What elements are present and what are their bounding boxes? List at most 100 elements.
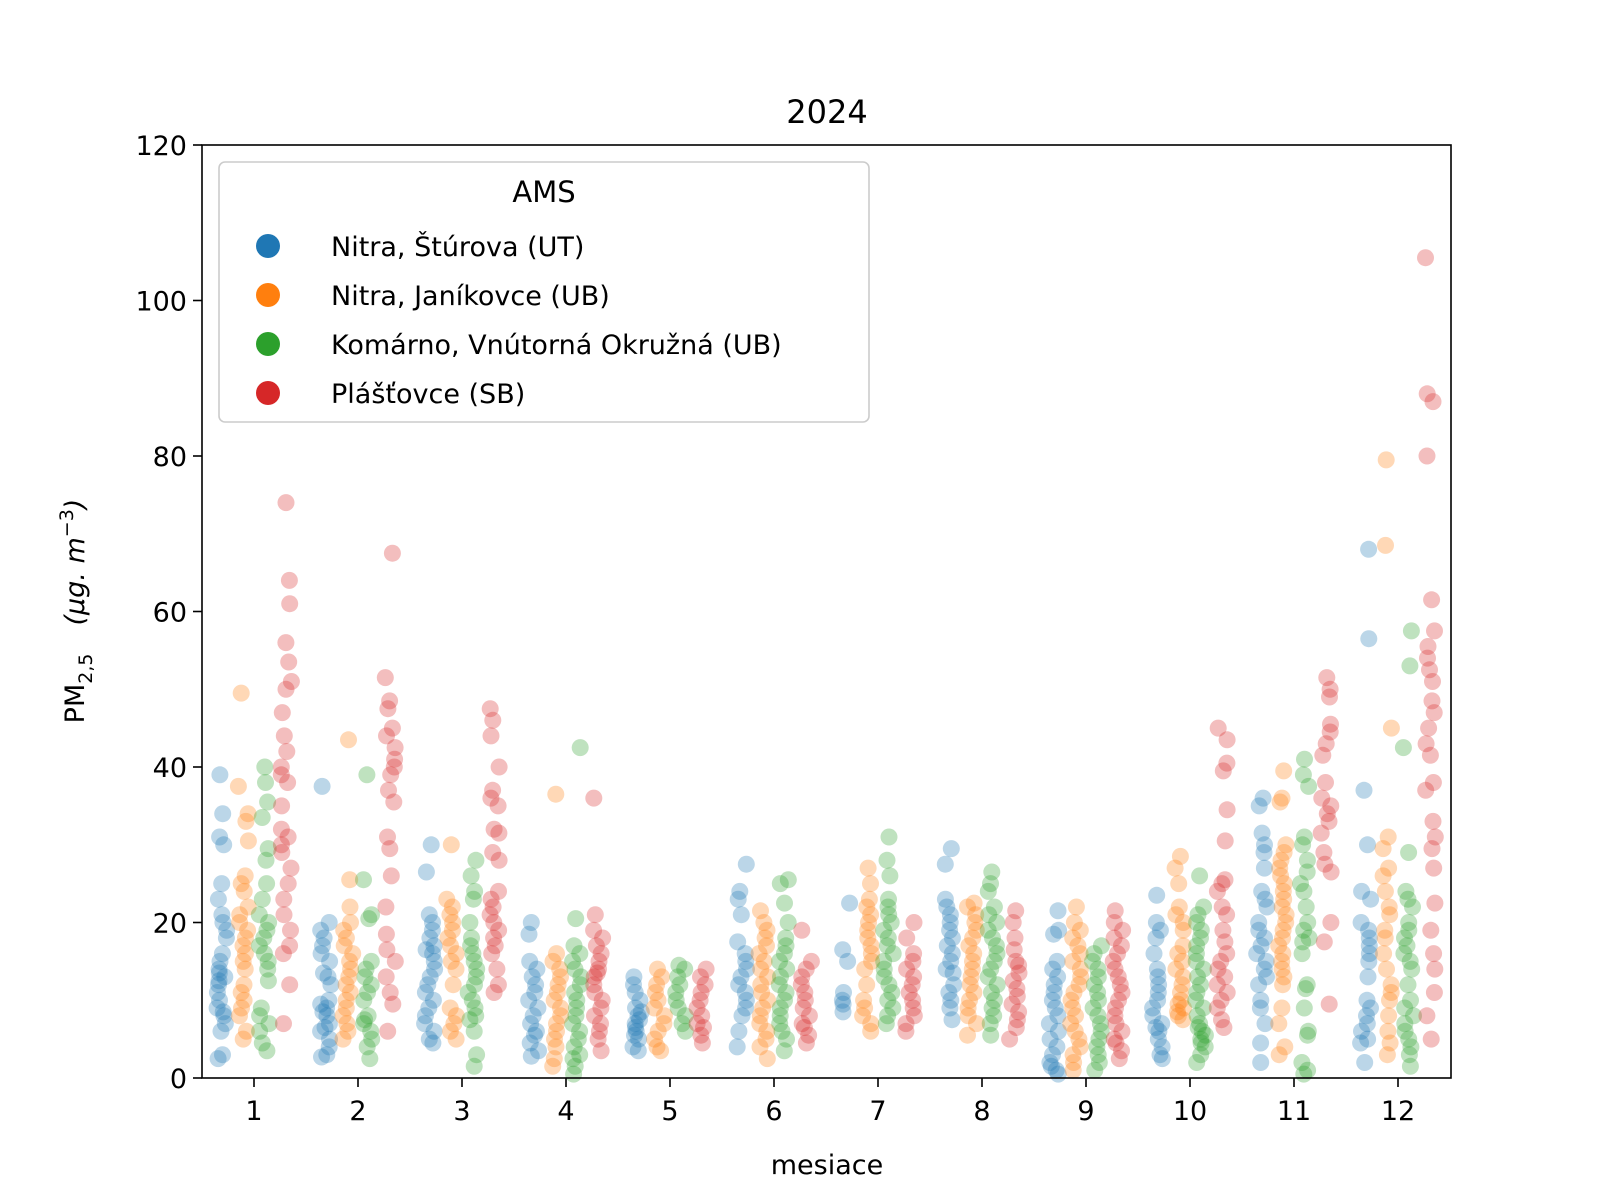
data-point bbox=[1377, 451, 1395, 469]
data-point bbox=[239, 832, 257, 850]
data-point bbox=[1402, 991, 1419, 1009]
data-point bbox=[776, 894, 793, 912]
data-point bbox=[273, 704, 291, 722]
data-point bbox=[1113, 1042, 1130, 1060]
data-point bbox=[879, 898, 897, 916]
data-point bbox=[737, 991, 755, 1009]
data-point bbox=[1169, 995, 1187, 1013]
data-point bbox=[321, 952, 339, 970]
data-point bbox=[588, 964, 606, 982]
data-point bbox=[253, 1034, 271, 1052]
chart-title: 2024 bbox=[786, 93, 867, 131]
data-point bbox=[341, 898, 359, 916]
data-point bbox=[862, 945, 880, 963]
data-point bbox=[335, 921, 353, 939]
data-point bbox=[898, 929, 916, 947]
data-point bbox=[260, 914, 278, 931]
data-point bbox=[1216, 871, 1234, 889]
data-point bbox=[335, 937, 353, 955]
data-point bbox=[564, 1050, 582, 1068]
data-point bbox=[778, 960, 796, 978]
data-point bbox=[1356, 1054, 1374, 1071]
data-point bbox=[416, 984, 434, 1001]
data-point bbox=[1404, 898, 1421, 916]
data-point bbox=[1071, 945, 1089, 963]
data-point bbox=[1208, 999, 1226, 1017]
data-point bbox=[759, 968, 777, 986]
data-point bbox=[529, 999, 547, 1017]
data-point bbox=[671, 976, 689, 994]
data-point bbox=[1425, 945, 1443, 963]
data-point bbox=[549, 976, 567, 994]
data-point bbox=[1008, 987, 1026, 1005]
legend-marker bbox=[256, 234, 280, 258]
data-point bbox=[522, 1015, 540, 1033]
data-point bbox=[376, 669, 394, 687]
data-point bbox=[362, 1022, 380, 1040]
data-point bbox=[565, 1038, 583, 1056]
data-point bbox=[936, 855, 954, 873]
data-point bbox=[520, 925, 538, 943]
data-point bbox=[359, 1007, 377, 1025]
data-point bbox=[880, 976, 898, 994]
data-point bbox=[797, 1034, 815, 1052]
data-point bbox=[489, 797, 507, 815]
data-point bbox=[1174, 914, 1192, 931]
data-point bbox=[1422, 1030, 1440, 1048]
data-point bbox=[592, 945, 610, 963]
data-point bbox=[279, 774, 297, 791]
data-point bbox=[860, 914, 877, 931]
data-point bbox=[318, 1007, 336, 1025]
data-point bbox=[488, 960, 506, 978]
data-point bbox=[858, 898, 876, 916]
data-point bbox=[355, 991, 373, 1009]
data-point bbox=[752, 960, 770, 978]
data-point bbox=[232, 875, 250, 893]
data-point bbox=[676, 960, 694, 978]
data-point bbox=[626, 1015, 644, 1033]
data-point bbox=[486, 937, 504, 955]
data-point bbox=[770, 976, 788, 994]
data-point bbox=[1050, 921, 1068, 939]
data-point bbox=[341, 952, 359, 970]
data-point bbox=[1352, 914, 1370, 931]
data-point bbox=[381, 692, 399, 710]
data-point bbox=[274, 945, 292, 963]
data-point bbox=[425, 1022, 443, 1040]
data-point bbox=[1006, 929, 1024, 947]
data-point bbox=[1419, 649, 1436, 667]
data-point bbox=[1425, 859, 1443, 877]
data-point bbox=[1187, 952, 1205, 970]
data-point bbox=[755, 952, 773, 970]
data-point bbox=[273, 844, 291, 861]
data-point bbox=[218, 921, 236, 939]
data-point bbox=[1425, 984, 1443, 1001]
data-point bbox=[280, 653, 298, 671]
data-point bbox=[1405, 1007, 1422, 1025]
data-point bbox=[669, 968, 687, 986]
data-point bbox=[646, 1030, 664, 1048]
data-point bbox=[466, 976, 483, 994]
data-point bbox=[772, 968, 789, 986]
data-point bbox=[481, 906, 499, 924]
data-point bbox=[275, 890, 293, 908]
data-point bbox=[1113, 984, 1131, 1001]
data-point bbox=[1010, 964, 1028, 982]
data-point bbox=[905, 968, 923, 986]
legend-label: Nitra, Janíkovce (UB) bbox=[331, 281, 610, 312]
data-point bbox=[363, 1030, 381, 1048]
data-point bbox=[524, 1007, 542, 1025]
y-tick-label: 120 bbox=[135, 131, 187, 162]
data-point bbox=[1353, 882, 1371, 900]
data-point bbox=[424, 1034, 442, 1052]
data-point bbox=[1378, 960, 1395, 978]
data-point bbox=[797, 960, 815, 978]
data-point bbox=[438, 890, 456, 908]
data-point bbox=[833, 991, 851, 1009]
data-point bbox=[463, 991, 481, 1009]
data-point bbox=[1187, 945, 1205, 963]
data-point bbox=[1257, 952, 1275, 970]
data-point bbox=[1300, 929, 1318, 947]
data-point bbox=[1171, 847, 1189, 865]
data-point bbox=[1049, 902, 1067, 920]
